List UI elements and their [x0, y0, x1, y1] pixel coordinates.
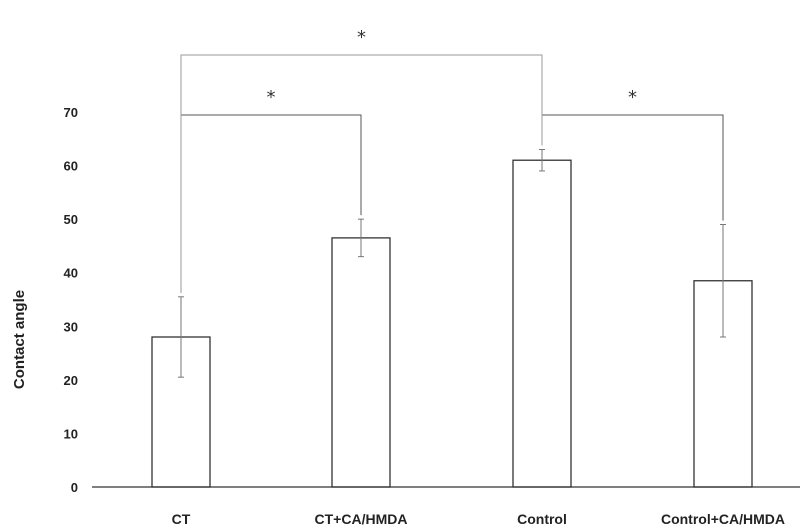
significance-star-0: * [267, 87, 276, 108]
y-axis: 0 10 20 30 40 50 60 70 [64, 105, 78, 495]
x-tick-label-3: Control+CA/HMDA [661, 511, 785, 527]
y-tick-label-20: 20 [64, 373, 78, 388]
x-axis-labels: CT CT+CA/HMDA Control Control+CA/HMDA [172, 511, 785, 527]
y-tick-label-70: 70 [64, 105, 78, 120]
x-tick-label-0: CT [172, 511, 191, 527]
x-tick-label-2: Control [517, 511, 567, 527]
y-axis-title: Contact angle [11, 290, 28, 389]
x-tick-label-1: CT+CA/HMDA [315, 511, 408, 527]
y-tick-label-0: 0 [71, 480, 78, 495]
y-tick-label-10: 10 [64, 426, 78, 441]
y-tick-label-30: 30 [64, 319, 78, 334]
bar-2 [512, 159, 572, 488]
significance-bracket-2 [180, 54, 543, 293]
bar-1 [331, 237, 391, 488]
y-tick-label-60: 60 [64, 159, 78, 174]
significance-brackets: * * * [180, 27, 724, 293]
significance-star-2: * [357, 27, 366, 48]
significance-star-1: * [628, 87, 637, 108]
y-tick-label-40: 40 [64, 266, 78, 281]
error-bars [178, 149, 726, 378]
y-tick-label-50: 50 [64, 212, 78, 227]
bars [151, 159, 753, 488]
